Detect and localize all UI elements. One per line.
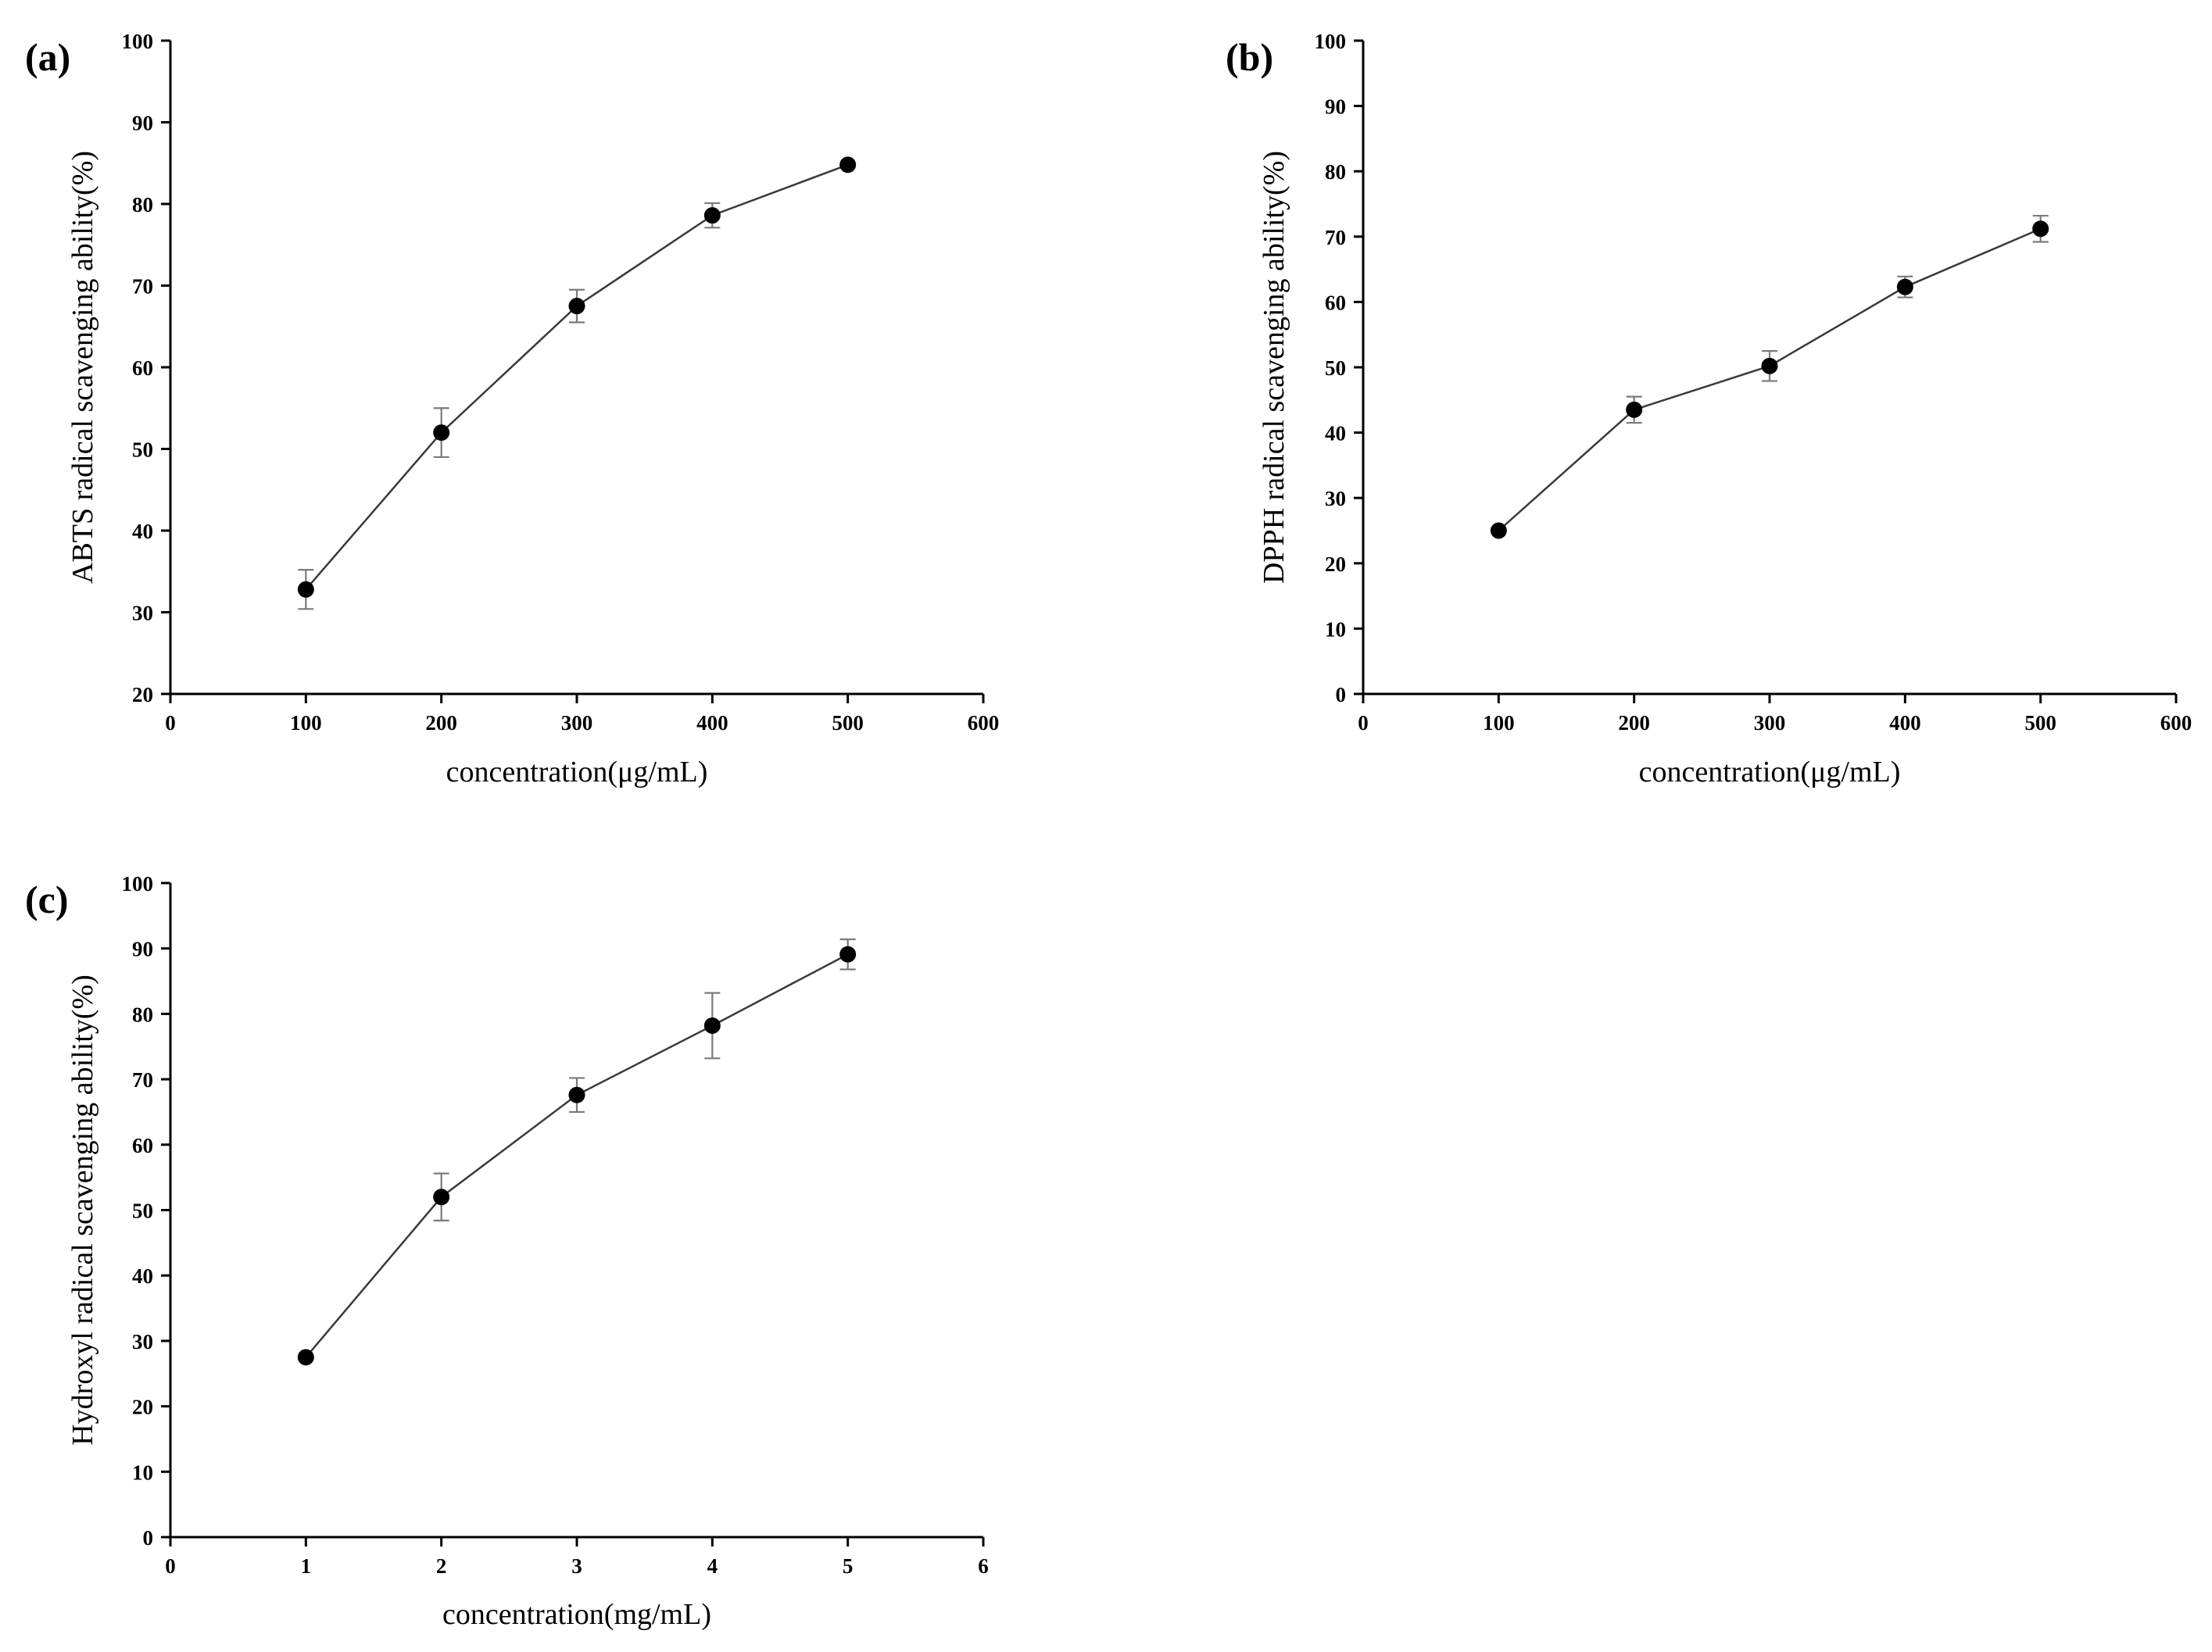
y-tick-label: 20: [132, 1396, 153, 1419]
x-tick-label: 0: [1358, 711, 1369, 735]
y-tick-label: 100: [122, 872, 154, 896]
data-point: [839, 156, 857, 173]
x-tick-label: 200: [1618, 711, 1650, 735]
y-axis-title: Hydroxyl radical scavenging ability(%): [66, 974, 99, 1446]
y-tick-label: 100: [1315, 30, 1347, 53]
data-point: [433, 424, 450, 442]
x-tick-label: 2: [436, 1554, 447, 1578]
x-tick-label: 4: [707, 1554, 718, 1578]
y-axis-title: ABTS radical scavenging ability(%): [66, 151, 99, 584]
y-tick-label: 80: [1325, 160, 1346, 184]
data-point: [1490, 522, 1507, 539]
panel-label: (c): [25, 878, 69, 921]
y-tick-label: 70: [132, 1068, 153, 1092]
x-tick-label: 400: [696, 711, 728, 735]
y-tick-label: 70: [1325, 226, 1346, 249]
x-tick-label: 0: [165, 711, 176, 735]
x-tick-label: 6: [978, 1554, 989, 1578]
chart-panel-3: (c) 0 10 20 30 40 50 60 70 80 90 100 0 1 2 3 4 5 6 concentr…: [25, 872, 989, 1631]
x-tick-label: 400: [1889, 711, 1921, 735]
x-tick-label: 500: [832, 711, 864, 735]
x-tick-label: 600: [968, 711, 1000, 735]
y-tick-label: 10: [132, 1461, 153, 1484]
chart-panel-2: (b) 0 10 20 30 40 50 60 70 80 90 100 0 100 200 300 400 50…: [1226, 30, 2192, 788]
y-tick-label: 20: [1325, 552, 1346, 576]
y-tick-label: 40: [132, 520, 153, 543]
data-point: [1896, 278, 1913, 295]
data-point: [1761, 357, 1778, 374]
data-point: [297, 581, 314, 598]
x-axis-title: concentration(μg/mL): [446, 756, 708, 788]
y-tick-label: 70: [132, 275, 153, 299]
y-tick-label: 100: [122, 30, 154, 53]
panel-label: (a): [25, 35, 70, 79]
panel-label: (b): [1226, 35, 1273, 79]
chart-panel-1: (a) 20 30 40 50 60 70 80 90 100 0 100 200 300 400 500 60…: [25, 30, 999, 788]
y-axis-title: DPPH radical scavenging ability(%): [1258, 151, 1290, 584]
data-point: [703, 207, 721, 224]
x-axis-title: concentration(μg/mL): [1639, 756, 1901, 788]
x-tick-label: 100: [290, 711, 322, 735]
x-tick-label: 300: [1754, 711, 1786, 735]
y-tick-label: 50: [1325, 356, 1346, 380]
y-tick-label: 50: [132, 438, 153, 462]
y-tick-label: 30: [1325, 487, 1346, 510]
x-tick-label: 600: [2160, 711, 2192, 735]
y-tick-label: 60: [132, 1134, 153, 1157]
x-tick-label: 3: [571, 1554, 582, 1578]
x-tick-label: 100: [1483, 711, 1515, 735]
data-point: [839, 946, 857, 963]
data-point: [433, 1189, 450, 1206]
x-tick-label: 500: [2024, 711, 2056, 735]
series-line: [305, 953, 849, 1358]
x-tick-label: 0: [165, 1554, 176, 1578]
x-tick-label: 200: [425, 711, 457, 735]
x-tick-label: 5: [843, 1554, 854, 1578]
y-tick-label: 0: [143, 1526, 154, 1550]
data-point: [2032, 220, 2049, 238]
y-tick-label: 80: [132, 1003, 153, 1026]
y-tick-label: 60: [132, 356, 153, 380]
y-tick-label: 30: [132, 602, 153, 625]
data-point: [568, 298, 585, 315]
data-point: [297, 1349, 314, 1366]
y-tick-label: 40: [132, 1264, 153, 1288]
y-tick-label: 40: [1325, 422, 1346, 445]
x-tick-label: 300: [561, 711, 593, 735]
y-tick-label: 30: [132, 1330, 153, 1353]
series-line: [305, 163, 849, 591]
y-tick-label: 0: [1336, 683, 1347, 706]
x-axis-title: concentration(mg/mL): [442, 1598, 711, 1631]
y-tick-label: 60: [1325, 291, 1346, 314]
y-tick-label: 80: [132, 193, 153, 216]
y-tick-label: 90: [132, 112, 153, 135]
y-tick-label: 50: [132, 1200, 153, 1223]
data-point: [1626, 401, 1643, 418]
y-tick-label: 90: [132, 938, 153, 961]
y-tick-label: 20: [132, 683, 153, 706]
y-tick-label: 90: [1325, 95, 1346, 119]
data-point: [568, 1086, 585, 1103]
data-point: [703, 1017, 721, 1034]
x-tick-label: 1: [301, 1554, 312, 1578]
y-tick-label: 10: [1325, 617, 1346, 641]
